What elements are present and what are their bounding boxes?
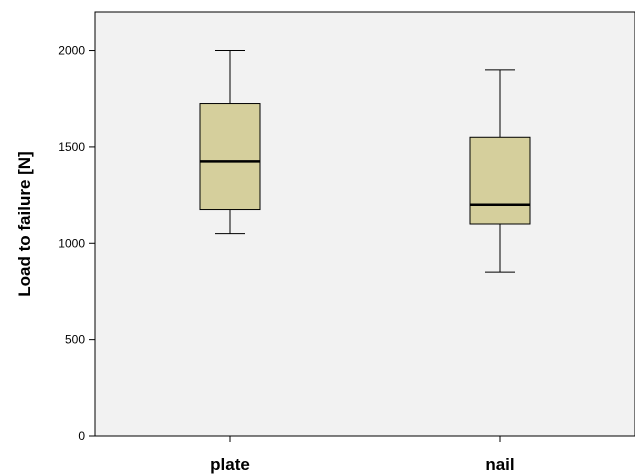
- y-tick-label: 500: [65, 333, 85, 347]
- boxes: [199, 50, 531, 273]
- y-axis: 0 500 1000 1500 2000: [58, 44, 95, 443]
- box-plate: [199, 50, 261, 235]
- x-tick-label: plate: [210, 455, 250, 474]
- iqr-box: [469, 136, 531, 225]
- y-axis-title: Load to failure [N]: [15, 151, 34, 296]
- y-tick-label: 1000: [58, 236, 85, 250]
- x-axis: plate nail: [210, 436, 515, 474]
- iqr-box: [199, 103, 261, 211]
- y-tick-label: 1500: [58, 140, 85, 154]
- y-tick-label: 2000: [58, 44, 85, 58]
- y-tick-label: 0: [78, 429, 85, 443]
- plot-area: [94, 11, 635, 437]
- box-nail: [469, 69, 531, 273]
- x-tick-label: nail: [485, 455, 514, 474]
